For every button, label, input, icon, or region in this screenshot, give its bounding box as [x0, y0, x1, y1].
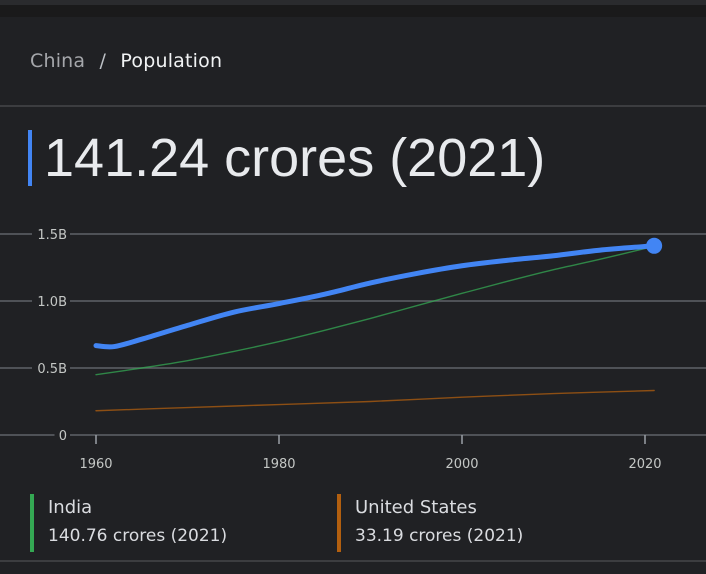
- y-axis: 0 0.5B 1.0B 1.5B: [37, 228, 67, 444]
- x-tick-label: 1960: [79, 457, 112, 472]
- series-line-india: [95, 245, 655, 376]
- top-strip: [0, 5, 706, 17]
- legend-color-united-states: [337, 494, 341, 552]
- legend-item-united-states[interactable]: United States 33.19 crores (2021): [337, 494, 523, 552]
- headline: 141.24 crores (2021): [28, 128, 545, 188]
- population-chart[interactable]: 0 0.5B 1.0B 1.5B 1960 1980 2000 2020: [0, 220, 706, 480]
- y-tick-label: 1.0B: [37, 295, 67, 310]
- x-tick-label: 2020: [628, 457, 661, 472]
- breadcrumb-current: Population: [120, 50, 223, 72]
- breadcrumb-parent[interactable]: China: [30, 50, 86, 72]
- legend-item-india[interactable]: India 140.76 crores (2021): [30, 494, 227, 552]
- legend-name: India: [48, 497, 93, 518]
- legend-color-india: [30, 494, 34, 552]
- x-tick-label: 1980: [262, 457, 295, 472]
- breadcrumb-separator: /: [99, 50, 107, 72]
- x-axis: 1960 1980 2000 2020: [79, 435, 662, 472]
- series-endpoint-china[interactable]: [646, 237, 663, 254]
- breadcrumb: China / Population: [30, 50, 222, 72]
- legend-value: 33.19 crores (2021): [355, 526, 524, 546]
- legend-value: 140.76 crores (2021): [48, 526, 228, 546]
- header-divider: [0, 105, 706, 107]
- y-tick-label: 1.5B: [37, 228, 67, 243]
- legend-name: United States: [355, 497, 477, 518]
- footer-divider: [0, 560, 706, 562]
- headline-value: 141.24 crores (2021): [44, 128, 546, 188]
- grid: [0, 233, 706, 436]
- headline-accent-bar: [28, 130, 32, 186]
- x-tick-label: 2000: [445, 457, 478, 472]
- series-line-united-states: [95, 389, 655, 412]
- series-line-china: [93, 243, 657, 350]
- top-edge: [0, 0, 706, 5]
- series-lines: [93, 237, 663, 412]
- y-tick-label: 0: [59, 429, 67, 444]
- y-tick-label: 0.5B: [37, 362, 67, 377]
